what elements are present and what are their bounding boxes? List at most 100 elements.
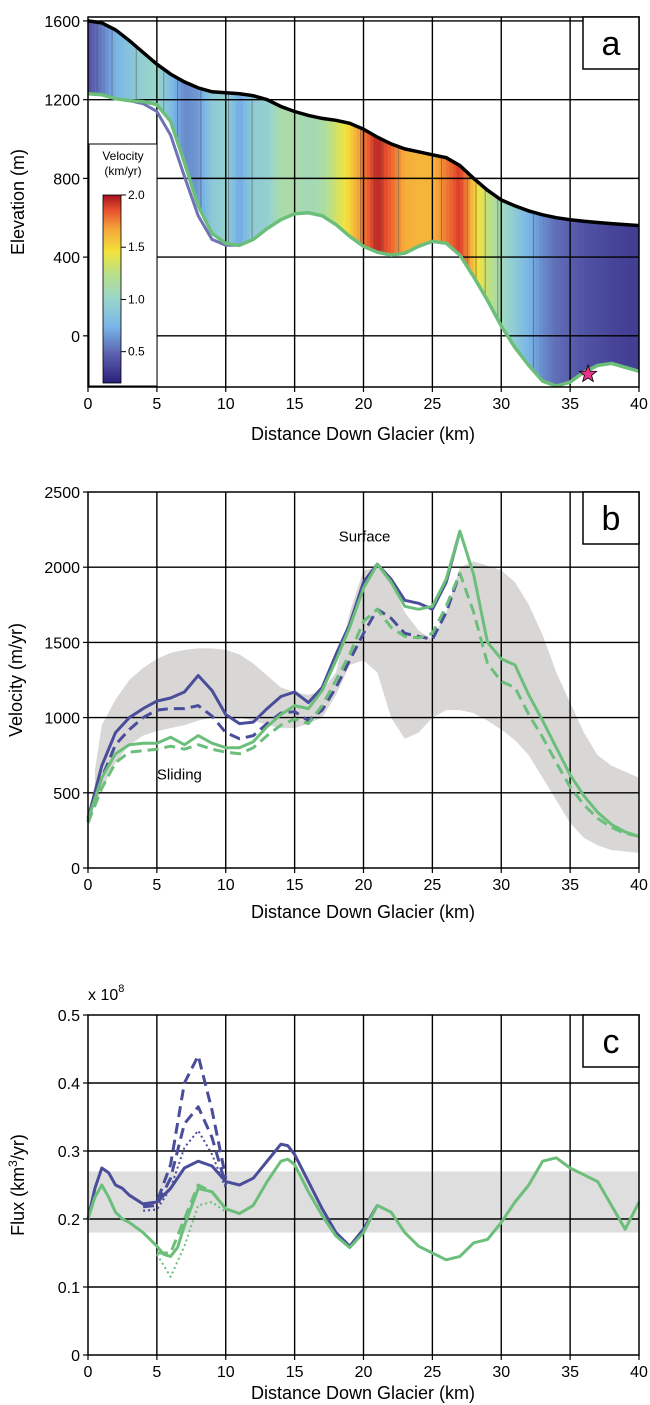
velocity-cell	[546, 215, 551, 383]
flux-series-5	[156, 1183, 227, 1255]
velocity-cell	[153, 62, 158, 105]
x-axis-label: Distance Down Glacier (km)	[251, 424, 475, 444]
velocity-cell	[143, 53, 148, 102]
velocity-cell	[490, 193, 495, 310]
velocity-cell	[270, 102, 275, 226]
velocity-cell	[146, 56, 151, 103]
flux-series-3	[143, 1129, 227, 1212]
velocity-cell	[497, 198, 502, 323]
flux-series-4	[86, 1156, 641, 1262]
velocity-cell	[466, 173, 471, 269]
velocity-series-2	[86, 529, 640, 838]
colorbar-tick-label: 1.0	[128, 292, 145, 306]
panel-letter: b	[602, 500, 621, 538]
velocity-cell	[515, 206, 520, 350]
y-axis-label-tail: /yr)	[8, 1134, 28, 1160]
velocity-cell	[525, 210, 530, 364]
colorbar-tick-label: 1.5	[128, 240, 145, 254]
x-tick-label: 5	[152, 877, 161, 894]
y-tick-label: 0	[71, 861, 80, 878]
velocity-cell	[267, 100, 272, 228]
y-tick-label: 2000	[44, 560, 80, 577]
velocity-cell	[528, 211, 533, 368]
velocity-cell	[118, 33, 124, 100]
velocity-cell	[187, 84, 192, 179]
velocity-cell	[583, 221, 588, 372]
x-tick-label: 10	[217, 877, 235, 894]
velocity-cell	[132, 45, 137, 102]
x-tick-label: 20	[355, 877, 373, 894]
y-tick-label: 1200	[44, 93, 80, 110]
velocity-cell	[191, 85, 196, 190]
velocity-cell	[363, 130, 368, 248]
velocity-cell	[246, 94, 251, 242]
bed-line	[87, 92, 640, 388]
velocity-cell	[108, 27, 113, 98]
panel-letter-box: a	[582, 16, 640, 70]
velocity-cell	[408, 149, 413, 251]
x-tick-label: 20	[355, 1364, 373, 1381]
velocity-cell	[535, 213, 540, 376]
x-tick-label: 40	[630, 396, 648, 413]
scale-exponent: 8	[118, 983, 124, 995]
y-tick-label: 0.5	[58, 1008, 80, 1025]
velocity-cell	[291, 110, 296, 215]
velocity-cell	[594, 222, 599, 367]
y-tick-label: 0.3	[58, 1144, 80, 1161]
velocity-cell	[273, 103, 279, 224]
y-tick-label: 0.1	[58, 1280, 80, 1297]
velocity-cell	[342, 122, 347, 233]
velocity-cell	[501, 200, 506, 329]
velocity-cell	[463, 170, 468, 264]
velocity-cell	[487, 191, 492, 304]
velocity-cell	[628, 225, 633, 369]
velocity-cell	[549, 216, 554, 385]
velocity-cell	[521, 209, 526, 359]
x-tick-label: 15	[286, 396, 304, 413]
glacier-velocity-field	[88, 21, 639, 386]
y-tick-label: 500	[53, 786, 80, 803]
velocity-cell	[470, 176, 475, 275]
velocity-cell	[332, 120, 337, 224]
y-tick-label: 800	[53, 171, 80, 188]
velocity-cell	[315, 117, 320, 215]
panel-a: 0 5 10 15 20 25 30 35 40 0 400 800 1200 1600 Distanc…	[8, 14, 648, 444]
velocity-cell	[325, 119, 330, 220]
velocity-cell	[149, 59, 155, 104]
colorbar-ramp	[102, 194, 122, 384]
velocity-cell	[304, 114, 309, 213]
x-tick-label: 40	[630, 1364, 648, 1381]
y-axis-label: Velocity (m/yr)	[6, 623, 26, 737]
velocity-cell	[411, 150, 416, 249]
surface-line	[87, 19, 640, 228]
velocity-cell	[112, 28, 117, 99]
y-axis-label-sup: 3	[6, 1160, 20, 1167]
velocity-cell	[139, 50, 144, 102]
colorbar-tick-label: 2.0	[128, 188, 145, 202]
velocity-cell	[88, 21, 93, 94]
velocity-cell	[229, 93, 234, 245]
panel-letter: a	[602, 25, 621, 63]
colorbar-tick-label: 0.5	[128, 345, 145, 359]
velocity-cell	[366, 132, 371, 249]
velocity-cell	[590, 222, 595, 368]
x-tick-label: 15	[286, 877, 304, 894]
velocity-cell	[163, 70, 168, 116]
velocity-cell	[356, 126, 361, 243]
velocity-cell	[504, 202, 509, 335]
y-tick-label: 0.4	[58, 1076, 80, 1093]
y-tick-label: 0.2	[58, 1212, 80, 1229]
velocity-cell	[570, 219, 575, 381]
velocity-cell	[635, 225, 639, 371]
annotation-sliding: Sliding	[157, 766, 202, 783]
velocity-cell	[277, 105, 282, 221]
velocity-cell	[170, 75, 175, 127]
velocity-cell	[397, 147, 402, 254]
panel-b: 0 5 10 15 20 25 30 35 40 0 500 1000 1500 2000 2500 Su…	[6, 485, 648, 922]
panel-letter: c	[603, 1023, 620, 1061]
x-tick-label: 30	[492, 877, 510, 894]
x-axis-label: Distance Down Glacier (km)	[251, 1383, 475, 1403]
velocity-cell	[415, 151, 420, 248]
x-tick-label: 10	[217, 1364, 235, 1381]
velocity-cell	[211, 91, 217, 235]
